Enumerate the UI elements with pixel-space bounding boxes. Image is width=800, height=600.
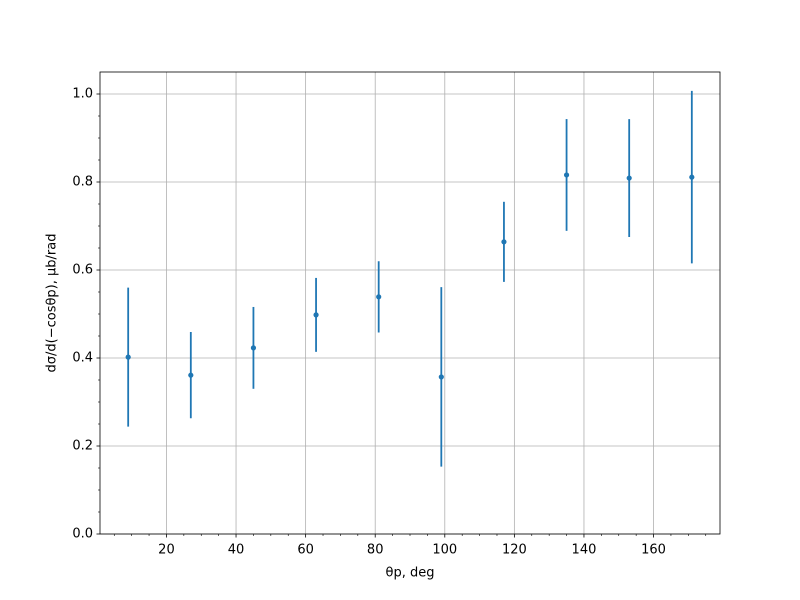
x-tick-label: 120 — [502, 543, 527, 558]
x-tick-label: 80 — [367, 543, 384, 558]
x-tick-label: 40 — [228, 543, 245, 558]
x-tick-label: 60 — [297, 543, 314, 558]
x-tick-label: 20 — [158, 543, 175, 558]
data-point — [501, 239, 507, 245]
y-axis-label: dσ/d(−cosθp), μb/rad — [45, 234, 60, 373]
x-axis-label: θp, deg — [386, 566, 435, 581]
data-point — [626, 175, 632, 181]
data-point — [250, 345, 257, 351]
data-point — [188, 372, 194, 378]
data-point — [125, 354, 131, 360]
data-point — [376, 294, 382, 300]
y-tick-label: 0.2 — [72, 439, 93, 454]
plot-frame — [99, 71, 721, 535]
data-point — [689, 174, 695, 180]
x-tick-label: 140 — [572, 543, 597, 558]
y-tick-label: 0.6 — [72, 263, 93, 278]
data-point — [313, 312, 319, 318]
x-tick-label: 160 — [641, 543, 666, 558]
y-tick-label: 0.0 — [72, 527, 93, 542]
data-point — [438, 374, 444, 380]
data-point — [563, 172, 570, 178]
y-tick-label: 0.4 — [72, 351, 93, 366]
y-tick-label: 1.0 — [72, 87, 93, 102]
y-tick-label: 0.8 — [72, 175, 93, 190]
x-tick-label: 100 — [432, 543, 457, 558]
